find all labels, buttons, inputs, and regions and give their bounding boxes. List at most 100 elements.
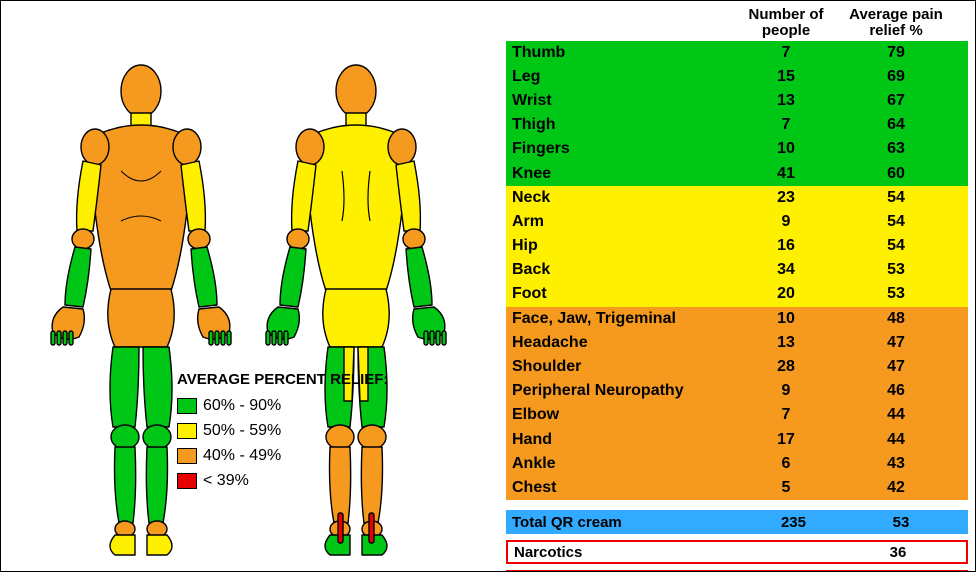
cell-label: Leg: [506, 68, 736, 86]
legend-swatch: [177, 448, 197, 464]
cell-relief: 46: [836, 382, 956, 400]
cell-people: 23: [736, 189, 836, 207]
table-row: Foot2053: [506, 282, 968, 306]
cell-label: Thumb: [506, 44, 736, 62]
page: AVERAGE PERCENT RELIEF: 60% - 90% 50% - 5…: [0, 0, 976, 572]
cell-label: Thigh: [506, 116, 736, 134]
cell-relief: 54: [836, 189, 956, 207]
cell-people: 5: [736, 479, 836, 497]
total-relief: 23553: [846, 514, 956, 531]
header-relief: Average pain relief %: [836, 7, 956, 39]
legend: AVERAGE PERCENT RELIEF: 60% - 90% 50% - 5…: [177, 371, 388, 495]
cell-label: Neck: [506, 189, 736, 207]
cell-people: 10: [736, 310, 836, 328]
legend-label: 50% - 59%: [203, 421, 281, 441]
cell-relief: 43: [836, 455, 956, 473]
total-label: Total QR cream235: [506, 514, 846, 531]
cell-relief: 42: [836, 479, 956, 497]
cell-relief: 60: [836, 165, 956, 183]
header-people: Number of people: [736, 7, 836, 39]
cell-label: Shoulder: [506, 358, 736, 376]
table-row: Wrist1367: [506, 89, 968, 113]
header-blank: [506, 7, 736, 39]
cell-relief: 47: [836, 334, 956, 352]
legend-label: < 39%: [203, 471, 249, 491]
cell-people: 17: [736, 431, 836, 449]
table-totals: Total QR cream23523553Narcotics36NSAIDS:…: [506, 510, 968, 572]
cell-label: Elbow: [506, 406, 736, 424]
legend-item: 60% - 90%: [177, 394, 388, 418]
total-relief: 36: [838, 544, 958, 561]
cell-people: 7: [736, 44, 836, 62]
legend-title: AVERAGE PERCENT RELIEF:: [177, 371, 388, 390]
cell-people: 13: [736, 334, 836, 352]
table-row: Arm954: [506, 210, 968, 234]
cell-relief: 44: [836, 431, 956, 449]
table-row: Peripheral Neuropathy946: [506, 379, 968, 403]
legend-swatch: [177, 473, 197, 489]
cell-people: 41: [736, 165, 836, 183]
cell-relief: 53: [836, 285, 956, 303]
cell-relief: 64: [836, 116, 956, 134]
legend-item: 50% - 59%: [177, 419, 388, 443]
cell-people: 28: [736, 358, 836, 376]
cell-people: 34: [736, 261, 836, 279]
cell-label: Wrist: [506, 92, 736, 110]
cell-label: Hip: [506, 237, 736, 255]
cell-relief: 54: [836, 213, 956, 231]
body-diagram-area: AVERAGE PERCENT RELIEF: 60% - 90% 50% - 5…: [1, 1, 491, 572]
legend-label: 40% - 49%: [203, 446, 281, 466]
legend-swatch: [177, 423, 197, 439]
legend-item: < 39%: [177, 469, 388, 493]
cell-label: Headache: [506, 334, 736, 352]
legend-item: 40% - 49%: [177, 444, 388, 468]
cell-relief: 54: [836, 237, 956, 255]
table-row: Ankle643: [506, 452, 968, 476]
cell-people: 15: [736, 68, 836, 86]
cell-people: 7: [736, 406, 836, 424]
cell-relief: 44: [836, 406, 956, 424]
table-row: Knee4160: [506, 161, 968, 185]
table-row: Thumb779: [506, 41, 968, 65]
table-row: Thigh764: [506, 113, 968, 137]
table-row: Back3453: [506, 258, 968, 282]
table-header: Number of people Average pain relief %: [506, 7, 968, 39]
cell-label: Arm: [506, 213, 736, 231]
table-row: Neck2354: [506, 186, 968, 210]
body-diagram: [31, 61, 471, 571]
table-row: Elbow744: [506, 403, 968, 427]
cell-relief: 63: [836, 140, 956, 158]
cell-people: 10: [736, 140, 836, 158]
cell-people: 9: [736, 382, 836, 400]
cell-people: 7: [736, 116, 836, 134]
cell-label: Hand: [506, 431, 736, 449]
cell-label: Foot: [506, 285, 736, 303]
cell-label: Fingers: [506, 140, 736, 158]
cell-people: 16: [736, 237, 836, 255]
cell-relief: 69: [836, 68, 956, 86]
table-row: Headache1347: [506, 331, 968, 355]
cell-relief: 53: [836, 261, 956, 279]
cell-label: Chest: [506, 479, 736, 497]
table-row: Face, Jaw, Trigeminal1048: [506, 307, 968, 331]
table-row: Hand1744: [506, 428, 968, 452]
table-rows: Thumb779Leg1569Wrist1367Thigh764Fingers1…: [506, 41, 968, 501]
cell-people: 13: [736, 92, 836, 110]
cell-label: Knee: [506, 165, 736, 183]
cell-relief: 67: [836, 92, 956, 110]
cell-label: Face, Jaw, Trigeminal: [506, 310, 736, 328]
total-row: Total QR cream23523553: [506, 510, 968, 534]
table-row: Fingers1063: [506, 137, 968, 161]
cell-people: 20: [736, 285, 836, 303]
total-row: Narcotics36: [506, 540, 968, 564]
cell-relief: 48: [836, 310, 956, 328]
cell-relief: 47: [836, 358, 956, 376]
cell-label: Peripheral Neuropathy: [506, 382, 736, 400]
table-row: Leg1569: [506, 65, 968, 89]
legend-swatch: [177, 398, 197, 414]
cell-relief: 79: [836, 44, 956, 62]
cell-label: Ankle: [506, 455, 736, 473]
table-row: Chest542: [506, 476, 968, 500]
cell-label: Back: [506, 261, 736, 279]
cell-people: 6: [736, 455, 836, 473]
